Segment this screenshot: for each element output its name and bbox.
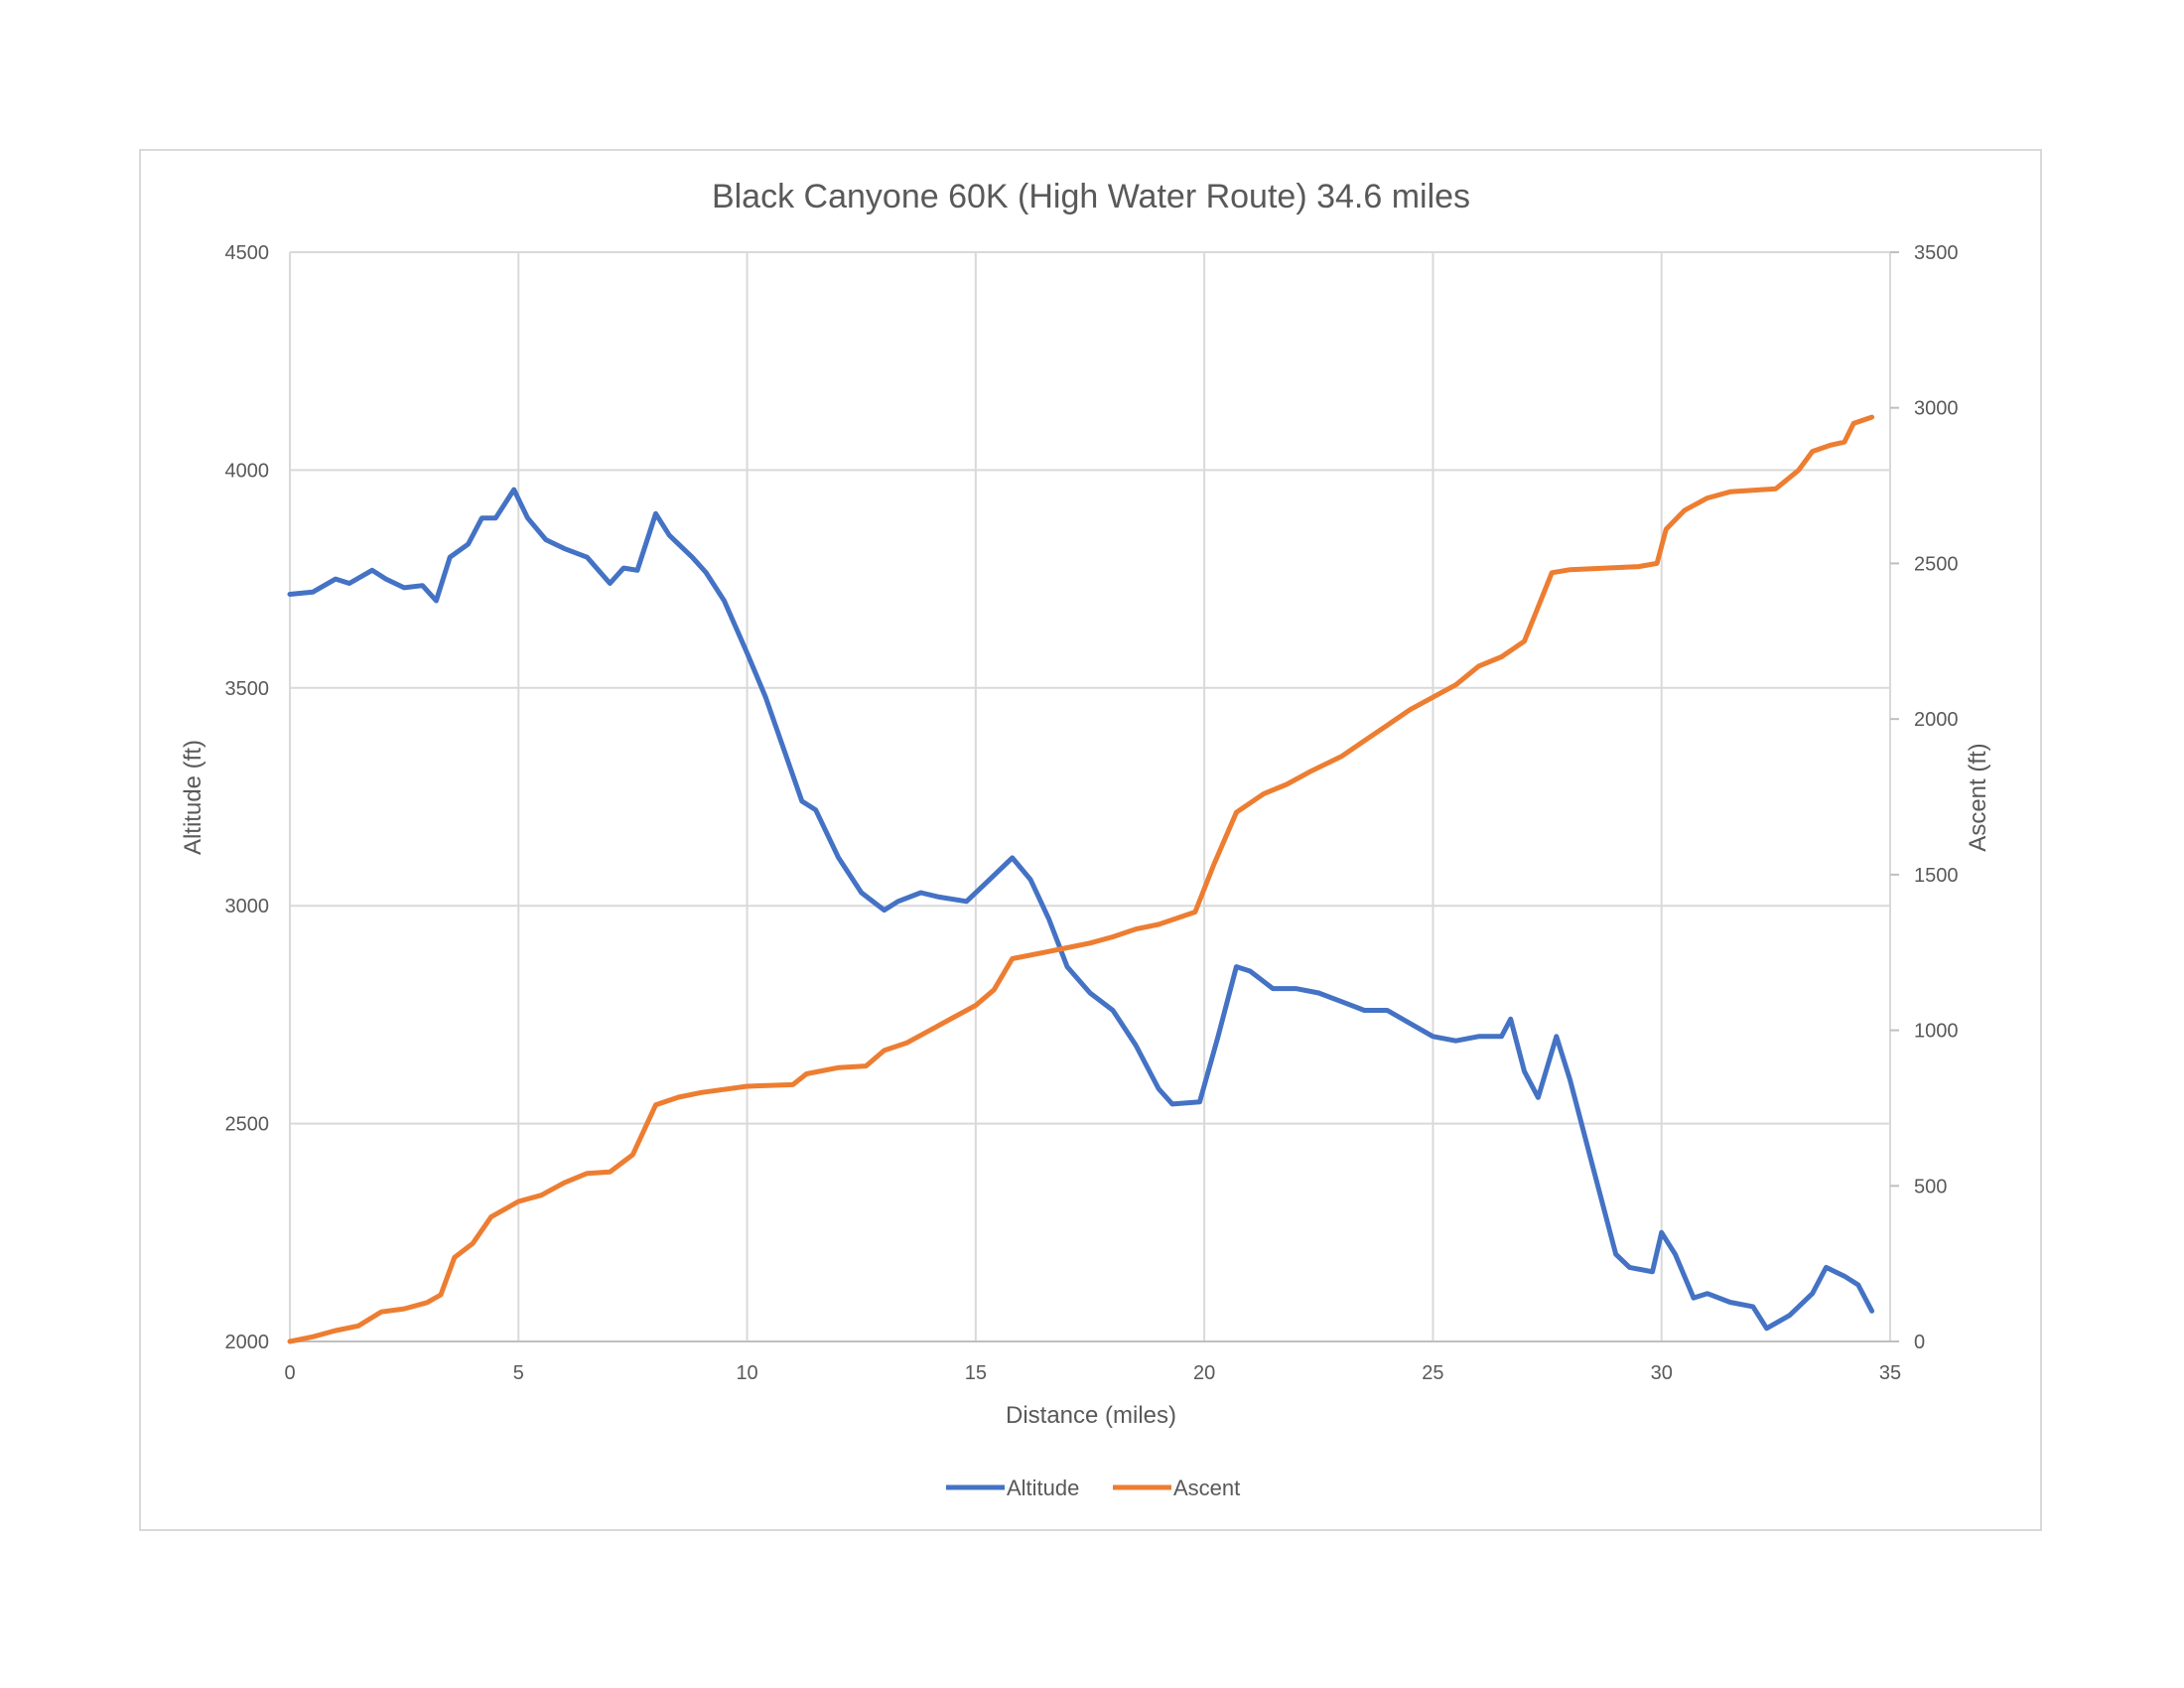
series-line-altitude [287,487,1875,1332]
y2-tick-label: 3000 [1914,398,1959,420]
legend-label-ascent: Ascent [1173,1476,1240,1500]
y-tick-label: 3500 [225,678,270,700]
x-tick-label: 0 [284,1362,295,1384]
x-tick-label: 5 [513,1362,524,1384]
series-line-ascent [287,414,1875,1344]
x-tick-label: 30 [1651,1362,1673,1384]
y-axis-title: Altitude (ft) [180,740,206,855]
y2-tick-label: 2500 [1914,553,1959,575]
y2-tick-label: 3500 [1914,242,1959,264]
series-lines [287,414,1875,1344]
y-tick-label: 3000 [225,896,270,917]
gridlines [289,251,1899,1342]
y-tick-label: 2500 [225,1114,270,1136]
y2-tick-label: 1500 [1914,865,1959,887]
y2-tick-label: 500 [1914,1176,1947,1197]
legend-label-altitude: Altitude [1007,1476,1079,1500]
x-tick-label: 25 [1422,1362,1443,1384]
chart-frame [139,149,2042,1531]
x-tick-label: 20 [1193,1362,1215,1384]
y2-tick-label: 2000 [1914,709,1959,731]
x-tick-label: 35 [1879,1362,1901,1384]
y2-axis-title: Ascent (ft) [1965,743,1991,851]
y2-tick-label: 0 [1914,1332,1925,1353]
y-tick-label: 4500 [225,242,270,264]
x-tick-label: 10 [736,1362,757,1384]
legend: Altitude Ascent [946,1476,1240,1500]
y2-tick-label: 1000 [1914,1021,1959,1043]
chart-title: Black Canyone 60K (High Water Route) 34.… [712,178,1470,215]
y-tick-label: 2000 [225,1332,270,1353]
tick-labels: 0 5 10 15 20 25 30 35 2000 2500 3000 3500 4000 4500 0 5… [225,242,1959,1384]
y-tick-label: 4000 [225,460,270,482]
x-tick-label: 15 [965,1362,987,1384]
x-axis-title: Distance (miles) [1006,1402,1176,1429]
